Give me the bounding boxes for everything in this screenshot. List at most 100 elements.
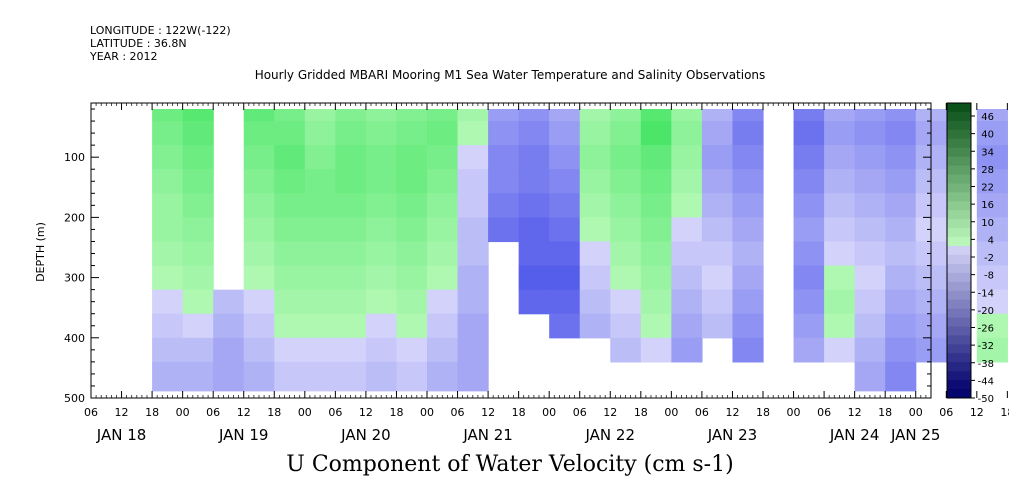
heatmap-cell [518,241,550,267]
colorbar-label: -20 [978,306,994,317]
heatmap-cell [304,109,336,122]
heatmap-cell [793,337,825,363]
x-hour-label: 00 [909,406,923,419]
heatmap-cell [304,313,336,339]
heatmap-cell [365,145,398,170]
heatmap-cell [365,193,398,218]
heatmap-cell [396,145,428,170]
heatmap-cell [976,217,1008,243]
colorbar-band [947,183,971,193]
heatmap-cell [152,169,184,194]
heatmap-cell [274,217,306,243]
colorbar-band [947,353,971,363]
heatmap-cell [824,241,856,267]
heatmap-cell [671,145,703,170]
heatmap-cell [335,313,367,339]
heatmap-cell [457,193,489,218]
x-hour-label: 18 [1000,406,1009,419]
heatmap-cell [152,313,184,339]
heatmap-cell [335,193,367,218]
heatmap-cell [182,193,214,218]
heatmap-cell [152,217,184,243]
heatmap-cell [335,217,367,243]
heatmap-cell [854,169,886,194]
heatmap-cell [640,313,672,339]
heatmap-cell [854,337,886,363]
x-hour-label: 00 [787,406,801,419]
heatmap-cell [518,145,550,170]
x-hour-label: 12 [603,406,617,419]
x-hour-label: 18 [267,406,281,419]
heatmap-cell [304,121,336,146]
x-hour-label: 00 [542,406,556,419]
colorbar-label: -32 [978,341,994,352]
heatmap-cell [243,289,275,315]
colorbar-band [947,371,971,381]
x-hour-label: 18 [878,406,892,419]
heatmap-cell [610,193,642,218]
heatmap-cell [182,289,214,315]
latitude-label: LATITUDE : 36.8N [90,37,187,50]
heatmap-cell [274,313,306,339]
heatmap-cell [304,193,336,218]
heatmap-cell [152,265,184,291]
heatmap-cell [182,241,214,267]
heatmap-cell [396,337,428,363]
x-day-label: JAN 19 [218,426,269,444]
plot-frame [90,102,932,399]
heatmap-cell [427,169,459,194]
heatmap-cell [335,337,367,363]
heatmap-cell [335,361,367,392]
x-hour-label: 18 [389,406,403,419]
heatmap-cell [732,313,764,339]
heatmap-cell [793,241,825,267]
heatmap-cell [488,145,520,170]
heatmap-cell [243,265,275,291]
colorbar-label: 34 [981,147,994,158]
heatmap-cell [335,145,367,170]
heatmap-cell [579,217,611,243]
heatmap-cell [732,289,764,315]
heatmap-cell [610,169,642,194]
heatmap-cell [457,241,489,267]
heatmap-cell [976,121,1008,146]
heatmap-cell [213,313,245,339]
heatmap-cell [457,337,489,363]
x-hour-label: 18 [512,406,526,419]
x-hour-label: 06 [573,406,587,419]
heatmap-cell [182,337,214,363]
heatmap-cell [671,109,703,122]
heatmap-cell [365,289,398,315]
colorbar-band [947,210,971,220]
heatmap-cell [610,145,642,170]
heatmap-cell [243,313,275,339]
x-day-label: JAN 23 [707,426,758,444]
longitude-label: LONGITUDE : 122W(-122) [90,24,231,37]
heatmap-cell [610,121,642,146]
heatmap-cell [213,361,245,392]
heatmap-cell [793,217,825,243]
heatmap-cell [732,241,764,267]
colorbar-band [947,281,971,292]
heatmap-cell [488,109,520,122]
x-day-label: JAN 24 [829,426,880,444]
heatmap-cell [610,217,642,243]
heatmap-cell [579,289,611,315]
heatmap-cell [701,289,734,315]
colorbar-label: -44 [978,376,994,387]
heatmap-cell [457,361,489,392]
heatmap-cell [488,169,520,194]
heatmap-cell [457,265,489,291]
heatmap-cell [854,265,886,291]
y-tick-label: 100 [64,151,85,164]
heatmap-cell [854,121,886,146]
heatmap-cell [732,169,764,194]
colorbar-band [947,228,971,238]
x-day-label: JAN 21 [462,426,513,444]
colorbar-label: 16 [981,200,994,211]
heatmap-cell [793,121,825,146]
colorbar-label: -14 [978,288,994,299]
heatmap-cell [182,265,214,291]
heatmap-cell [885,241,917,267]
x-hour-label: 00 [176,406,190,419]
